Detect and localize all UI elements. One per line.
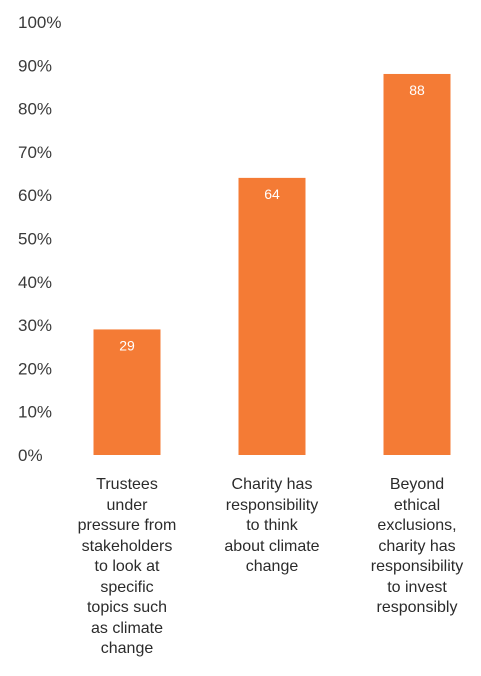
y-tick-label: 50% (18, 230, 52, 249)
x-category-label-line: pressure from (77, 517, 177, 534)
y-tick-label: 80% (18, 100, 52, 119)
x-category-label-line: to invest (387, 578, 447, 596)
y-tick-label: 70% (18, 143, 52, 162)
y-tick-label: 20% (18, 359, 52, 378)
x-category-label-line: charity has (378, 537, 456, 555)
x-category-label-line: ethical (393, 496, 441, 514)
y-tick-label: 0% (18, 446, 43, 465)
x-category-label-line: Charity has (231, 476, 313, 493)
bar-value-label: 64 (264, 186, 280, 202)
x-category-label-line: responsibly (376, 599, 458, 616)
x-category-label: Beyond ethical exclusions, charity has respo… (352, 475, 481, 619)
x-category-label-line: to look at (94, 558, 160, 575)
y-tick-label: 90% (18, 56, 52, 75)
x-category-label: Charity has responsibility to think about c… (207, 475, 337, 578)
bar (93, 329, 161, 455)
x-category-label-line: responsibility (225, 496, 319, 514)
x-category-label-line: to think (246, 517, 298, 534)
x-category-label-line: topics such (86, 599, 168, 616)
y-tick-label: 10% (18, 403, 52, 422)
x-category-label-line: responsibility (370, 558, 464, 575)
y-tick-label: 60% (18, 186, 52, 205)
x-category-label-line: Beyond (389, 476, 445, 493)
y-axis: 0% 10% 20% 30% 40% 50% 60% 70% 80% 90% 100% (18, 13, 61, 465)
x-category-label-line: Trustees (96, 476, 158, 493)
y-tick-label: 100% (18, 13, 61, 32)
x-category-label: Trustees under pressure from stakeholders to… (62, 475, 192, 660)
x-category-label-line: about climate (224, 537, 320, 555)
x-category-label-line: stakeholders (81, 537, 173, 555)
x-category-label-line: specific (100, 578, 154, 596)
y-tick-label: 40% (18, 273, 52, 292)
x-category-label-line: exclusions, (377, 517, 457, 534)
x-category-label-line: as climate (90, 619, 164, 637)
bar (238, 177, 306, 455)
x-category-label-line: change (100, 640, 154, 657)
x-category-label-line: under (106, 496, 148, 514)
bar (383, 73, 451, 456)
bar-value-label: 29 (119, 337, 135, 353)
bar-value-label: 88 (409, 82, 425, 98)
bars: 29 64 88 (93, 73, 451, 456)
x-category-label-line: change (245, 558, 299, 575)
y-tick-label: 30% (18, 316, 52, 335)
